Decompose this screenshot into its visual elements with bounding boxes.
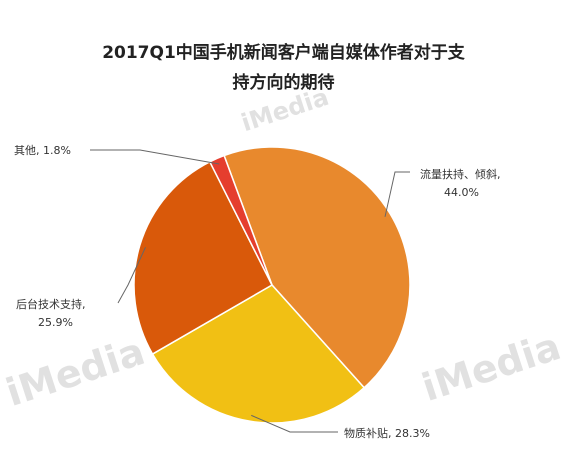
- chart-title-line-2: 持方向的期待: [232, 73, 335, 93]
- leader-line-0: [384, 171, 410, 217]
- pie-slice-3: [208, 154, 273, 286]
- pie-slices: [133, 146, 411, 424]
- leader-line-3: [90, 149, 220, 165]
- chart-title-line-1: 2017Q1中国手机新闻客户端自媒体作者对于支: [102, 43, 465, 63]
- pie-slice-1: [151, 284, 366, 424]
- chart-title: 2017Q1中国手机新闻客户端自媒体作者对于支 持方向的期待: [0, 38, 567, 98]
- slice-label-3: 其他, 1.8%: [14, 144, 71, 157]
- leader-lines: [90, 149, 410, 433]
- slice-labels: 流量扶持、倾斜, 44.0% 物质补贴, 28.3% 后台技术支持, 25.9% 其他, …: [14, 144, 501, 440]
- slice-label-0: 流量扶持、倾斜, 44.0%: [420, 167, 501, 199]
- leader-line-2: [117, 247, 146, 304]
- pie-slice-2: [133, 160, 273, 356]
- slice-label-1: 物质补贴, 28.3%: [344, 426, 430, 440]
- slice-label-2: 后台技术支持, 25.9%: [16, 297, 86, 329]
- leader-line-1: [251, 414, 338, 433]
- pie-slice-0: [223, 146, 411, 389]
